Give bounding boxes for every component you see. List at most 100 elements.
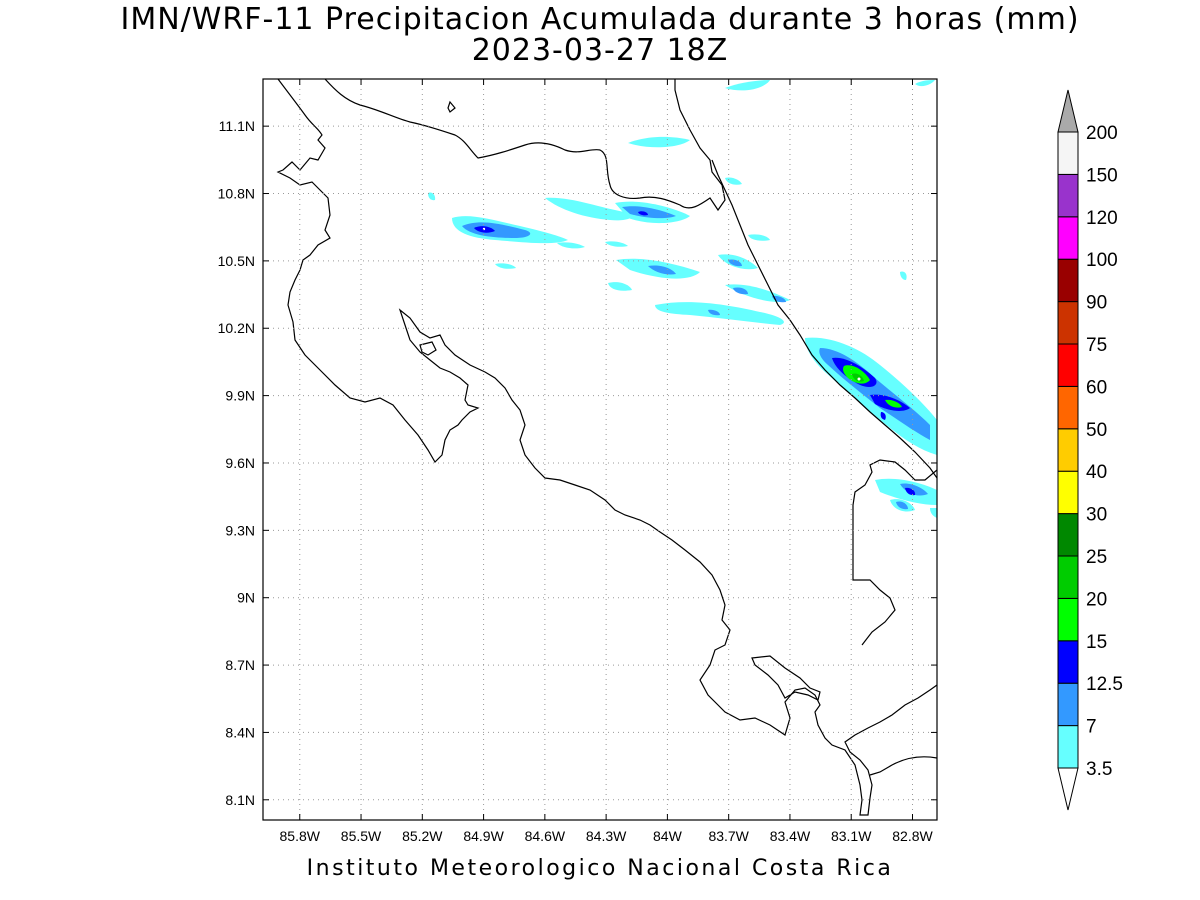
credit-text: Instituto Meteorologico Nacional Costa R… <box>306 856 894 881</box>
coastline-osa-peninsula <box>751 655 821 701</box>
lat-tick-label: 10.8N <box>218 186 255 202</box>
precip-band-north <box>748 234 770 241</box>
colorbar-label: 60 <box>1086 377 1107 398</box>
lat-tick-label: 11.1N <box>219 118 255 134</box>
colorbar-box <box>1057 555 1079 599</box>
precip-band-north <box>428 192 436 201</box>
coastline-caribbean <box>711 159 937 479</box>
lon-tick-label: 85.5W <box>341 828 382 844</box>
precip-cell <box>885 399 902 408</box>
grid-lines <box>263 79 937 820</box>
latitude-ticks: 11.1N 10.8N 10.5N 10.2N 9.9N 9.6N 9.3N 9N 8.7N 8.… <box>218 118 937 808</box>
precip-band-caribbean <box>930 508 937 518</box>
precip-band-north <box>725 80 770 91</box>
colorbar-box <box>1057 173 1079 218</box>
lon-tick-label: 84.6W <box>525 828 566 844</box>
colorbar-box <box>1057 682 1079 727</box>
map-title: IMN/WRF-11 Precipitacion Acumulada duran… <box>120 2 1080 37</box>
lake-island <box>419 341 437 356</box>
lon-tick-label: 84W <box>653 828 683 844</box>
colorbar-label: 15 <box>1086 632 1107 653</box>
lat-tick-label: 9.6N <box>225 455 255 471</box>
coastline-north <box>324 79 726 212</box>
coastline <box>276 79 937 816</box>
colorbar-label: 25 <box>1086 547 1107 568</box>
colorbar-label: 200 <box>1086 123 1118 144</box>
colorbar-box <box>1057 428 1079 472</box>
precip-band-mid <box>557 242 585 249</box>
colorbar-upper-triangle <box>1057 89 1079 133</box>
colorbar-box <box>1057 131 1079 175</box>
lat-tick-label: 10.5N <box>218 253 255 269</box>
colorbar-box <box>1057 343 1079 387</box>
lon-tick-label: 83.1W <box>831 828 872 844</box>
precip-band-north <box>915 80 935 87</box>
colorbar-label: 7 <box>1086 717 1097 738</box>
colorbar-lower-triangle <box>1057 767 1079 811</box>
colorbar-box <box>1057 513 1079 557</box>
coastline-nicaragua <box>276 79 937 816</box>
precip-band-mid <box>648 265 676 275</box>
precip-band-mid <box>608 282 632 291</box>
lat-tick-label: 8.4N <box>225 724 255 740</box>
map-subtitle: 2023-03-27 18Z <box>471 33 729 68</box>
colorbar-label: 150 <box>1086 165 1118 186</box>
colorbar-label: 40 <box>1086 462 1107 483</box>
lat-tick-label: 8.7N <box>225 657 255 673</box>
lat-tick-label: 9.3N <box>225 522 255 538</box>
colorbar-box <box>1057 301 1079 345</box>
precip-band-mid <box>495 263 516 269</box>
colorbar-box <box>1057 470 1079 515</box>
colorbar-label: 12.5 <box>1086 674 1123 695</box>
lon-tick-label: 83.7W <box>708 828 749 844</box>
colorbar: 3.5 7 12.5 15 20 25 30 40 50 60 75 90 100 120 150 200 <box>1057 89 1123 811</box>
colorbar-label: 120 <box>1086 208 1118 229</box>
precip-band-caribbean <box>875 478 937 505</box>
lon-tick-label: 84.9W <box>463 828 504 844</box>
precip-band-mid <box>708 309 720 316</box>
colorbar-box <box>1057 258 1079 303</box>
lat-tick-label: 9.9N <box>225 388 255 404</box>
lon-tick-label: 85.2W <box>402 828 443 844</box>
precip-band-north <box>628 136 690 148</box>
lat-tick-label: 10.2N <box>218 320 255 336</box>
precip-cell <box>638 211 648 216</box>
lon-tick-label: 83.4W <box>770 828 811 844</box>
plot-frame <box>262 78 938 821</box>
colorbar-box <box>1057 216 1079 260</box>
colorbar-label: 50 <box>1086 420 1107 441</box>
precip-band-mid <box>733 287 748 295</box>
precip-band-mid <box>605 241 628 247</box>
lon-tick-label: 84.3W <box>586 828 627 844</box>
precip-band-caribbean <box>900 483 928 496</box>
coastline-panama <box>852 459 937 646</box>
colorbar-box <box>1057 597 1079 642</box>
precip-band-north <box>462 222 531 238</box>
colorbar-label: 75 <box>1086 335 1107 356</box>
precip-cell <box>852 373 864 382</box>
precip-band-mid <box>728 259 742 267</box>
colorbar-label: 3.5 <box>1086 759 1112 780</box>
colorbar-label: 100 <box>1086 250 1118 271</box>
precip-band-north <box>545 197 633 221</box>
precip-band-mid <box>772 295 786 303</box>
colorbar-label: 20 <box>1086 589 1107 610</box>
colorbar-box <box>1057 385 1079 430</box>
precip-cell <box>880 412 886 420</box>
colorbar-box <box>1057 725 1079 769</box>
precip-peak <box>857 377 861 381</box>
colorbar-box <box>1057 640 1079 684</box>
longitude-ticks: 85.8W 85.5W 85.2W 84.9W 84.6W 84.3W 84W 83.7W 83… <box>280 79 934 844</box>
colorbar-label: 90 <box>1086 293 1107 314</box>
colorbar-label: 30 <box>1086 505 1107 526</box>
precipitation-layer <box>428 80 937 518</box>
lake-island <box>447 100 456 113</box>
lat-tick-label: 9N <box>237 590 255 606</box>
precip-band-caribbean <box>900 271 907 280</box>
lon-tick-label: 82.8W <box>892 828 933 844</box>
precip-band-caribbean <box>896 501 908 510</box>
precip-band-north <box>622 206 676 219</box>
lat-tick-label: 8.1N <box>225 792 255 808</box>
lon-tick-label: 85.8W <box>280 828 321 844</box>
